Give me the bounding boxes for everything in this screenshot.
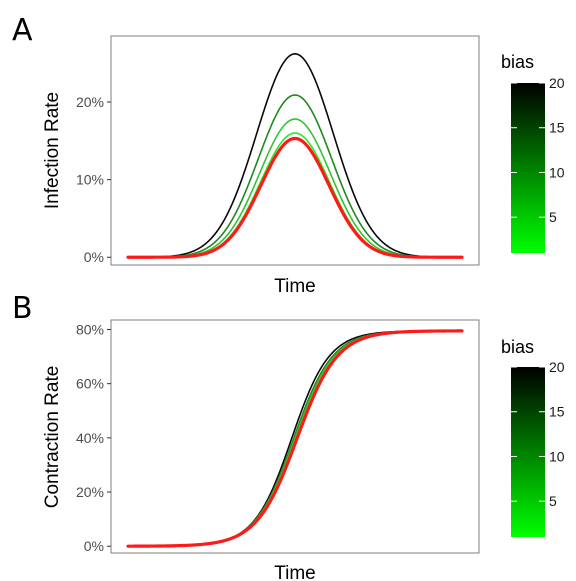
y-tick-label: 40% xyxy=(76,430,104,446)
series-group-b xyxy=(126,329,464,548)
legend-tick-label: 20 xyxy=(549,75,565,91)
legend-b: bias 5 10 15 20 xyxy=(501,337,565,537)
legend-tick-label: 5 xyxy=(549,493,557,509)
legend-tick-label: 15 xyxy=(549,404,565,420)
series-line-bias-20 xyxy=(127,53,463,259)
legend-tick-label: 15 xyxy=(549,120,565,136)
y-tick-label: 60% xyxy=(76,376,104,392)
y-axis-title-b: Contraction Rate xyxy=(42,366,63,509)
panel-label-b: B xyxy=(12,291,33,326)
legend-colorbar-a xyxy=(511,83,545,253)
y-tick-label: 20% xyxy=(76,484,104,500)
y-tick-label: 0% xyxy=(84,249,104,265)
panel-a: A 0% 10% 20% Time Infection Rate bias 5 10 1… xyxy=(12,13,565,297)
series-group-a xyxy=(126,53,464,259)
legend-tick-label: 10 xyxy=(549,448,565,464)
y-tick-label: 0% xyxy=(84,538,104,554)
legend-tick-label: 10 xyxy=(549,164,565,180)
y-axis-title-a: Infection Rate xyxy=(42,92,63,209)
x-axis-title-b: Time xyxy=(274,563,316,581)
series-line-bias-1 xyxy=(126,329,464,548)
legend-colorbar-b xyxy=(511,367,545,537)
panel-label-a: A xyxy=(12,13,33,48)
legend-ticks-a: 5 10 15 20 xyxy=(511,75,565,225)
y-tick-label: 80% xyxy=(76,321,104,337)
series-line-bias-1 xyxy=(126,136,464,259)
legend-title-a: bias xyxy=(501,52,534,72)
plot-area-a xyxy=(110,35,480,266)
y-axis-b: 0% 20% 40% 60% 80% xyxy=(76,321,111,554)
y-tick-label: 10% xyxy=(76,172,104,188)
legend-tick-label: 5 xyxy=(549,209,557,225)
y-tick-label: 20% xyxy=(76,94,104,110)
legend-tick-label: 20 xyxy=(549,359,565,375)
legend-title-b: bias xyxy=(501,337,534,357)
panel-b: B 0% 20% 40% 60% 80% Time Contraction Rate b… xyxy=(12,291,565,581)
legend-a: bias 5 10 15 20 xyxy=(501,52,565,253)
y-axis-a: 0% 10% 20% xyxy=(76,94,111,265)
legend-ticks-b: 5 10 15 20 xyxy=(511,359,565,509)
x-axis-title-a: Time xyxy=(274,276,316,297)
